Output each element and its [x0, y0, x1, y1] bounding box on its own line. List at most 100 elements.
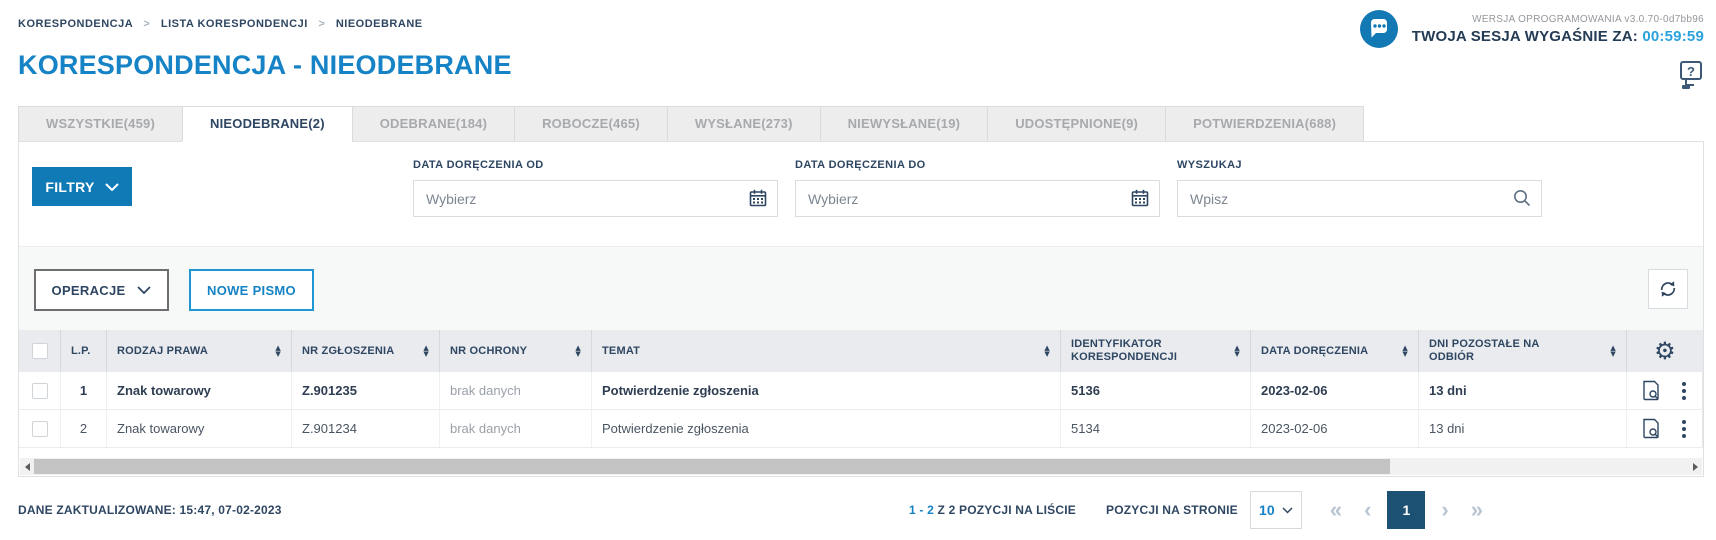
cell-nr-zgloszenia: Z.901235 — [292, 372, 440, 409]
tab-odebrane[interactable]: ODEBRANE(184) — [351, 106, 515, 142]
horizontal-scrollbar[interactable] — [20, 458, 1702, 475]
chevron-down-icon — [1282, 506, 1293, 514]
column-header-rodzaj-prawa: RODZAJ PRAWA ▲ ▼ — [107, 330, 292, 372]
help-icon[interactable]: ? — [1677, 60, 1704, 90]
row-checkbox[interactable] — [31, 420, 48, 437]
content-panel: FILTRY DATA DORĘCZENIA OD — [18, 141, 1704, 477]
breadcrumb-korespondencja[interactable]: KORESPONDENCJA — [18, 18, 133, 30]
preview-document-icon[interactable] — [1642, 380, 1660, 401]
cell-temat: Potwierdzenie zgłoszenia — [592, 410, 1061, 447]
cell-temat: Potwierdzenie zgłoszenia — [592, 372, 1061, 409]
tab-robocze[interactable]: ROBOCZE(465) — [514, 106, 667, 142]
previous-page-button[interactable]: ‹ — [1364, 497, 1372, 522]
footer: DANE ZAKTUALIZOWANE: 15:47, 07-02-2023 1… — [18, 490, 1704, 530]
items-range-numbers: 1 - 2 — [908, 503, 934, 517]
per-page-value: 10 — [1259, 502, 1275, 518]
row-checkbox[interactable] — [31, 382, 48, 399]
row-menu-icon[interactable] — [1680, 418, 1688, 440]
breadcrumb-nieodebrane: NIEODEBRANE — [335, 18, 423, 30]
data-updated-label: DANE ZAKTUALIZOWANE: 15:47, 07-02-2023 — [18, 503, 282, 517]
cell-nr-zgloszenia: Z.901234 — [292, 410, 440, 447]
table-row[interactable]: 2 Znak towarowy Z.901234 brak danych Pot… — [19, 410, 1703, 448]
pagination-area: 1 - 2 Z 2 POZYCJI NA LIŚCIE POZYCJI NA S… — [909, 491, 1489, 529]
next-page-button[interactable]: › — [1441, 497, 1449, 522]
first-page-button[interactable]: « — [1329, 497, 1343, 522]
breadcrumb-lista-korespondencji[interactable]: LISTA KORESPONDENCJI — [160, 18, 308, 30]
chat-bubble-icon[interactable] — [1359, 10, 1398, 48]
top-header: KORESPONDENCJA > LISTA KORESPONDENCJI > … — [18, 10, 1704, 48]
software-version: WERSJA OPROGRAMOWANIA v3.0.70-0d7bb96 — [1472, 13, 1704, 25]
search-icon[interactable] — [1513, 189, 1531, 207]
per-page-select[interactable]: 10 — [1249, 491, 1302, 529]
column-header-dni-pozostale: DNI POZOSTAŁE NA ODBIÓR ▲ ▼ — [1419, 330, 1627, 372]
column-header-nr-ochrony: NR OCHRONY ▲ ▼ — [440, 330, 592, 372]
calendar-icon[interactable] — [1131, 189, 1149, 207]
date-from-input[interactable] — [413, 180, 778, 217]
sort-icon[interactable]: ▲ ▼ — [1610, 344, 1616, 358]
select-all-checkbox[interactable] — [31, 343, 48, 359]
filter-date-to-label: DATA DORĘCZENIA DO — [795, 159, 926, 171]
column-header-data-doreczenia: DATA DORĘCZENIA ▲ ▼ — [1251, 330, 1419, 372]
cell-data-doreczenia: 2023-02-06 — [1251, 410, 1419, 447]
tab-wyslane[interactable]: WYSŁANE(273) — [666, 106, 820, 142]
chevron-down-icon — [137, 286, 152, 294]
cell-dni-pozostale: 13 dni — [1419, 372, 1627, 409]
correspondence-tabs: WSZYSTKIE(459) NIEODEBRANE(2) ODEBRANE(1… — [18, 106, 1704, 142]
tab-udostepnione[interactable]: UDOSTĘPNIONE(9) — [987, 106, 1166, 142]
date-to-input[interactable] — [795, 180, 1160, 217]
filter-date-from: DATA DORĘCZENIA OD — [413, 159, 778, 217]
table-row[interactable]: 1 Znak towarowy Z.901235 brak danych Pot… — [19, 372, 1703, 410]
filters-button-label: FILTRY — [45, 178, 95, 195]
scrollbar-thumb[interactable] — [34, 459, 1391, 474]
tab-wszystkie[interactable]: WSZYSTKIE(459) — [18, 106, 182, 142]
chevron-down-icon — [104, 182, 119, 191]
title-row: KORESPONDENCJA - NIEODEBRANE ? — [18, 50, 1704, 90]
cell-dni-pozostale: 13 dni — [1419, 410, 1627, 447]
sort-icon[interactable]: ▲ ▼ — [275, 344, 281, 358]
svg-text:?: ? — [1687, 64, 1695, 79]
operations-button-label: OPERACJE — [51, 282, 126, 298]
column-header-temat: TEMAT ▲ ▼ — [592, 330, 1061, 372]
tab-niewyslane[interactable]: NIEWYSŁANE(19) — [819, 106, 988, 142]
cell-data-doreczenia: 2023-02-06 — [1251, 372, 1419, 409]
cell-identyfikator: 5134 — [1061, 410, 1251, 447]
refresh-button[interactable] — [1648, 269, 1688, 309]
last-page-button[interactable]: » — [1470, 497, 1483, 522]
filter-search: WYSZUKAJ — [1177, 159, 1542, 217]
items-range-suffix: Z 2 POZYCJI NA LIŚCIE — [937, 503, 1076, 517]
filters-section: FILTRY DATA DORĘCZENIA OD — [19, 142, 1703, 247]
gear-icon[interactable]: ⚙ — [1654, 337, 1676, 365]
scroll-right-arrow[interactable] — [1688, 458, 1702, 475]
column-header-nr-zgloszenia: NR ZGŁOSZENIA ▲ ▼ — [292, 330, 440, 372]
filters-button[interactable]: FILTRY — [32, 167, 132, 206]
preview-document-icon[interactable] — [1642, 418, 1660, 439]
sort-icon[interactable]: ▲ ▼ — [1044, 344, 1050, 358]
operations-button[interactable]: OPERACJE — [34, 269, 169, 311]
column-header-identyfikator: IDENTYFIKATOR KORESPONDENCJI ▲ ▼ — [1061, 330, 1251, 372]
scrollbar-track[interactable] — [34, 458, 1688, 475]
cell-rodzaj-prawa: Znak towarowy — [107, 410, 292, 447]
filter-date-to: DATA DORĘCZENIA DO — [795, 159, 1160, 217]
tab-nieodebrane[interactable]: NIEODEBRANE(2) — [181, 106, 352, 142]
sort-icon[interactable]: ▲ ▼ — [1234, 344, 1240, 358]
scroll-left-arrow[interactable] — [20, 458, 34, 475]
tab-potwierdzenia[interactable]: POTWIERDZENIA(688) — [1165, 106, 1365, 142]
items-range: 1 - 2 Z 2 POZYCJI NA LIŚCIE — [909, 503, 1076, 517]
sort-icon[interactable]: ▲ ▼ — [1402, 344, 1408, 358]
search-input[interactable] — [1177, 180, 1542, 217]
current-page-button[interactable]: 1 — [1387, 491, 1426, 529]
calendar-icon[interactable] — [749, 189, 767, 207]
breadcrumb-separator: > — [318, 18, 326, 30]
breadcrumb: KORESPONDENCJA > LISTA KORESPONDENCJI > … — [18, 10, 423, 30]
table-header: L.P. RODZAJ PRAWA ▲ ▼ NR ZGŁOSZENIA ▲ ▼ NR… — [19, 330, 1703, 372]
new-letter-button[interactable]: NOWE PISMO — [189, 269, 314, 311]
session-timer: 00:59:59 — [1642, 27, 1704, 45]
top-right-info: WERSJA OPROGRAMOWANIA v3.0.70-0d7bb96 TW… — [1359, 10, 1704, 48]
cell-nr-ochrony: brak danych — [440, 410, 592, 447]
cell-nr-ochrony: brak danych — [440, 372, 592, 409]
sort-icon[interactable]: ▲ ▼ — [423, 344, 429, 358]
pager: « ‹ 1 › » — [1324, 491, 1489, 529]
row-menu-icon[interactable] — [1680, 380, 1688, 402]
sort-icon[interactable]: ▲ ▼ — [575, 344, 581, 358]
page-title: KORESPONDENCJA - NIEODEBRANE — [18, 50, 512, 80]
